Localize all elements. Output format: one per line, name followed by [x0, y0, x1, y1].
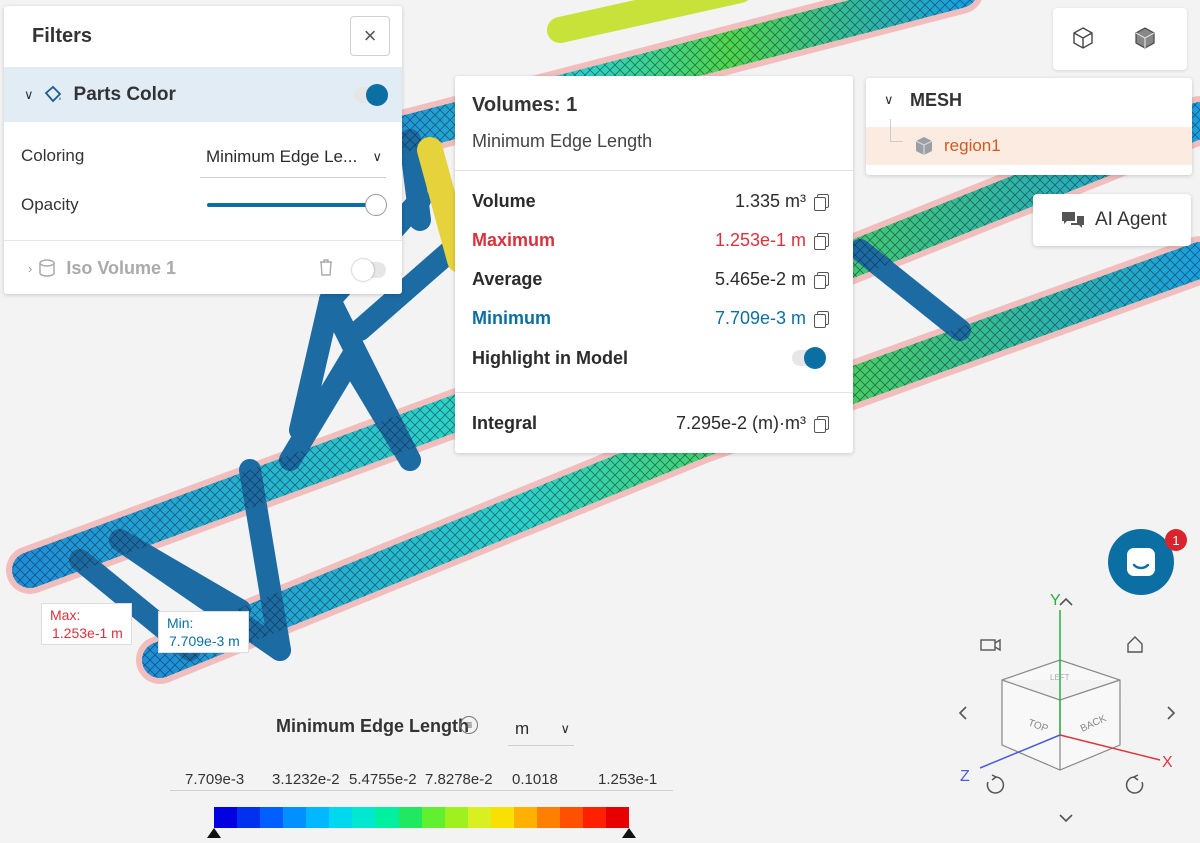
maximum-label[interactable]: Maximum: [472, 229, 556, 250]
opacity-slider-handle[interactable]: [365, 194, 387, 216]
coloring-value: Minimum Edge Le...: [206, 146, 358, 166]
highlight-label: Highlight in Model: [472, 347, 628, 368]
max-probe-tag: Max: 1.253e-1 m: [41, 603, 132, 645]
chevron-down-icon[interactable]: ∨: [24, 86, 34, 102]
copy-icon[interactable]: [814, 416, 829, 433]
coloring-label: Coloring: [21, 146, 85, 165]
copy-icon[interactable]: [814, 311, 829, 328]
max-marker-icon[interactable]: [621, 827, 637, 839]
legend-tick: 1.253e-1: [598, 771, 658, 788]
solid-cube-icon[interactable]: [1133, 26, 1157, 50]
legend-tick: 7.8278e-2: [425, 771, 493, 788]
tree-item-region1[interactable]: region1: [866, 119, 1192, 165]
volume-label: Volume: [472, 190, 536, 211]
tree-connector: [890, 119, 903, 142]
chat-icon: [1127, 548, 1155, 576]
navigation-gizmo[interactable]: Y X Z TOP BACK LEFT: [940, 585, 1190, 835]
integral-value: 7.295e-2 (m)·m³: [675, 412, 806, 433]
ai-agent-label: AI Agent: [1095, 209, 1167, 230]
highlight-toggle[interactable]: [792, 347, 826, 369]
z-axis-label: Z: [960, 768, 970, 785]
divider: [455, 170, 853, 171]
legend-tick: 3.1232e-2: [272, 771, 340, 788]
unit-select[interactable]: m ∨: [508, 712, 574, 746]
mesh-header[interactable]: MESH: [910, 90, 963, 110]
chevron-right-icon[interactable]: ›: [28, 260, 33, 276]
minimum-row: Minimum 7.709e-3 m: [472, 303, 829, 333]
highlight-row: Highlight in Model: [472, 343, 828, 373]
filters-panel: Filters × ∨ Parts Color Coloring Minimum…: [4, 6, 402, 294]
integral-row: Integral 7.295e-2 (m)·m³: [472, 408, 829, 438]
min-probe-tag: Min: 7.709e-3 m: [158, 611, 249, 653]
min-tag-value: 7.709e-3 m: [169, 633, 240, 649]
view-mode-toolbar: [1053, 8, 1187, 70]
average-value: 5.465e-2 m: [714, 268, 806, 289]
opacity-label: Opacity: [21, 195, 79, 214]
chevron-down-icon: ∨: [372, 148, 382, 164]
cube-icon: [915, 137, 933, 155]
region-label: region1: [944, 136, 1001, 155]
legend-tick: 5.4755e-2: [349, 771, 417, 788]
filters-title: Filters: [32, 25, 93, 47]
iso-volume-label: Iso Volume 1: [66, 257, 177, 278]
maximum-value: 1.253e-1 m: [714, 229, 806, 250]
max-tag-value: 1.253e-1 m: [52, 625, 123, 641]
maximum-row: Maximum 1.253e-1 m: [472, 225, 829, 255]
volume-value: 1.335 m³: [734, 190, 806, 211]
chat-bubbles-icon: [1062, 212, 1084, 228]
copy-icon[interactable]: [814, 194, 829, 211]
ai-agent-button[interactable]: AI Agent: [1033, 194, 1191, 246]
paint-bucket-icon: [44, 85, 61, 102]
chevron-down-icon: ∨: [560, 720, 570, 736]
iso-volume-toggle[interactable]: [352, 259, 386, 281]
y-axis-label: Y: [1050, 592, 1061, 609]
cylinder-icon: [39, 259, 56, 277]
notification-badge: 1: [1165, 529, 1187, 551]
chat-launcher-button[interactable]: [1108, 529, 1174, 595]
max-tag-label: Max:: [50, 607, 81, 623]
min-marker-icon[interactable]: [206, 827, 222, 839]
trash-icon[interactable]: [318, 258, 334, 276]
legend-settings-icon[interactable]: ≡: [460, 716, 478, 734]
volume-row: Volume 1.335 m³: [472, 186, 829, 216]
wireframe-cube-icon[interactable]: [1071, 26, 1095, 50]
parts-color-label: Parts Color: [73, 83, 176, 105]
copy-icon[interactable]: [814, 272, 829, 289]
minimum-label[interactable]: Minimum: [472, 307, 551, 328]
legend-tick: 7.709e-3: [185, 771, 245, 788]
copy-icon[interactable]: [814, 233, 829, 250]
legend-baseline: [170, 790, 673, 791]
left-face-label[interactable]: LEFT: [1050, 673, 1070, 682]
x-axis-label: X: [1162, 754, 1173, 771]
statistic-name: Minimum Edge Length: [472, 131, 653, 151]
minimum-value: 7.709e-3 m: [714, 307, 806, 328]
legend-title: Minimum Edge Length: [276, 716, 469, 736]
chevron-down-icon[interactable]: ∨: [884, 92, 894, 107]
close-button[interactable]: ×: [350, 16, 390, 56]
integral-label: Integral: [472, 412, 538, 433]
mesh-tree-panel: ∨ MESH region1: [866, 78, 1192, 175]
divider: [455, 392, 853, 393]
unit-value: m: [515, 718, 530, 738]
average-label: Average: [472, 268, 543, 289]
iso-volume-row[interactable]: › Iso Volume 1: [4, 240, 402, 295]
coloring-select[interactable]: Minimum Edge Le... ∨: [200, 136, 386, 178]
legend-tick: 0.1018: [512, 771, 558, 788]
average-row: Average 5.465e-2 m: [472, 264, 829, 294]
min-tag-label: Min:: [167, 615, 194, 631]
parts-color-row[interactable]: ∨ Parts Color: [4, 67, 402, 122]
statistics-panel: Volumes: 1 Minimum Edge Length Volume 1.…: [455, 76, 853, 453]
opacity-slider-track[interactable]: [207, 203, 377, 207]
parts-color-toggle[interactable]: [354, 84, 388, 106]
volumes-count: Volumes: 1: [472, 94, 578, 116]
color-bar: [214, 807, 630, 828]
